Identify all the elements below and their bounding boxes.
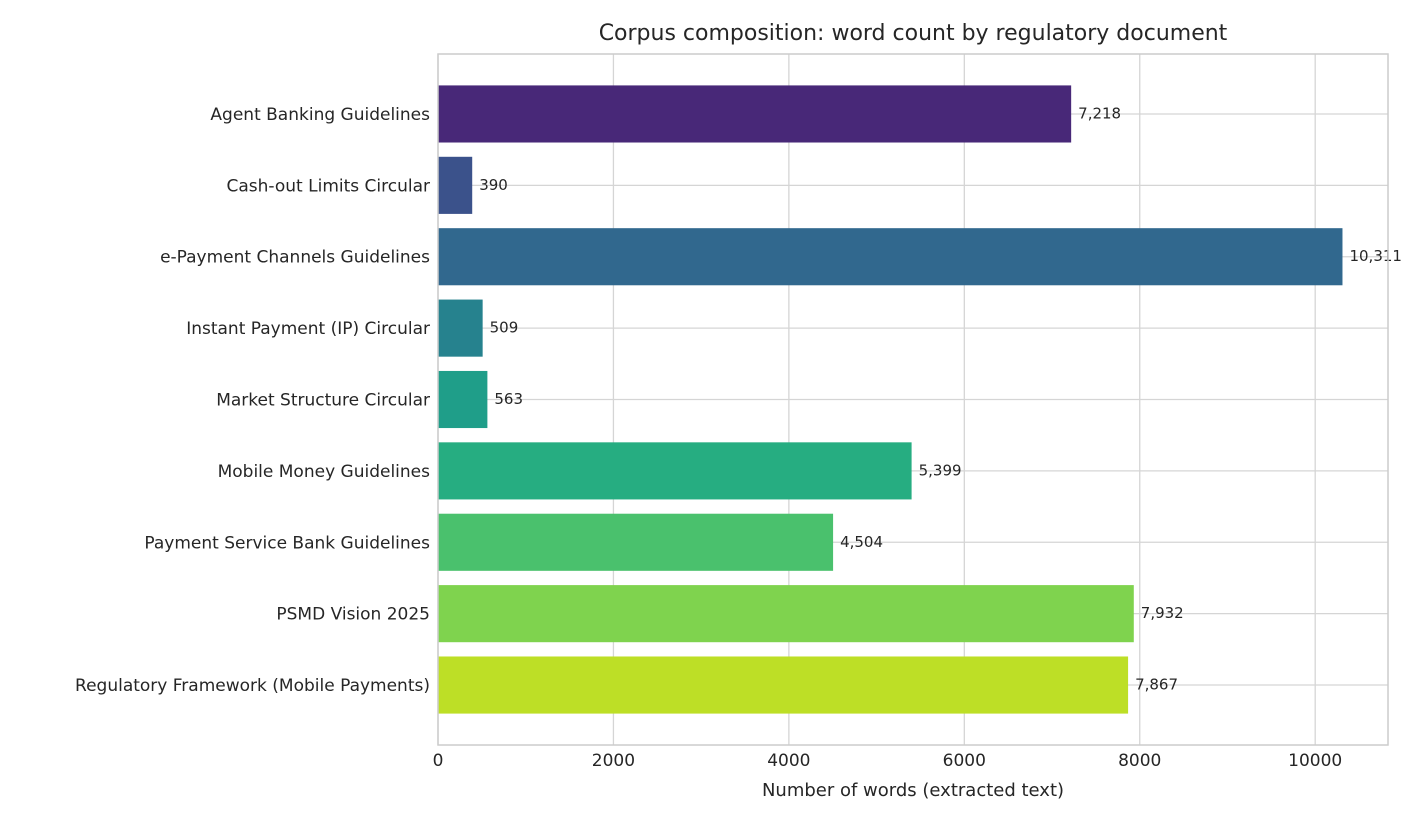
bar	[438, 513, 834, 571]
y-tick-label: Regulatory Framework (Mobile Payments)	[75, 676, 430, 696]
bar	[438, 585, 1134, 643]
value-label: 4,504	[840, 533, 883, 551]
value-label: 7,867	[1135, 676, 1178, 694]
y-tick-label: Agent Banking Guidelines	[210, 105, 430, 125]
value-label: 390	[479, 176, 508, 194]
y-tick-label: Cash-out Limits Circular	[227, 176, 430, 196]
bar	[438, 299, 483, 357]
x-tick-label: 6000	[943, 751, 986, 771]
y-tick-label: Mobile Money Guidelines	[218, 462, 431, 482]
chart-title: Corpus composition: word count by regula…	[599, 21, 1228, 46]
value-label: 10,311	[1349, 247, 1402, 265]
bar	[438, 228, 1343, 286]
value-label: 563	[494, 390, 523, 408]
y-tick-label: Market Structure Circular	[216, 391, 430, 411]
bar	[438, 156, 473, 214]
x-tick-label: 4000	[767, 751, 810, 771]
x-tick-label: 0	[433, 751, 444, 771]
plot-frame	[437, 53, 1389, 746]
y-tick-label: e-Payment Channels Guidelines	[160, 248, 430, 268]
x-axis-label: Number of words (extracted text)	[762, 780, 1064, 801]
bar	[438, 656, 1129, 714]
y-tick-label: Payment Service Bank Guidelines	[144, 533, 430, 553]
x-tick-label: 10000	[1288, 751, 1342, 771]
value-label: 5,399	[919, 461, 962, 479]
bar	[438, 442, 912, 500]
value-label: 7,218	[1078, 104, 1121, 122]
x-tick-label: 2000	[592, 751, 635, 771]
value-label: 509	[490, 319, 519, 337]
y-tick-label: Instant Payment (IP) Circular	[186, 319, 430, 339]
bar	[438, 370, 488, 429]
value-label: 7,932	[1141, 604, 1184, 622]
y-tick-label: PSMD Vision 2025	[276, 605, 430, 625]
x-tick-label: 8000	[1118, 751, 1161, 771]
bar	[438, 85, 1072, 143]
